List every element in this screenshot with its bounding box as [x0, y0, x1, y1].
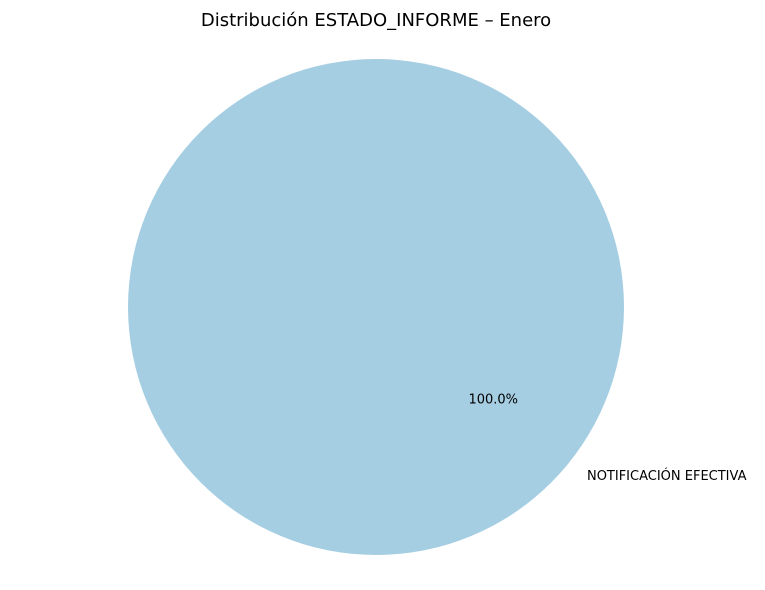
pie-labels: 100.0% NOTIFICACIÓN EFECTIVA: [468, 393, 746, 484]
pie-slice: [128, 59, 624, 555]
pie-slice-label: NOTIFICACIÓN EFECTIVA: [587, 468, 747, 484]
chart-title: Distribución ESTADO_INFORME – Enero: [201, 10, 551, 31]
pie-slices: [128, 59, 624, 555]
pie-percent-label: 100.0%: [468, 393, 518, 408]
